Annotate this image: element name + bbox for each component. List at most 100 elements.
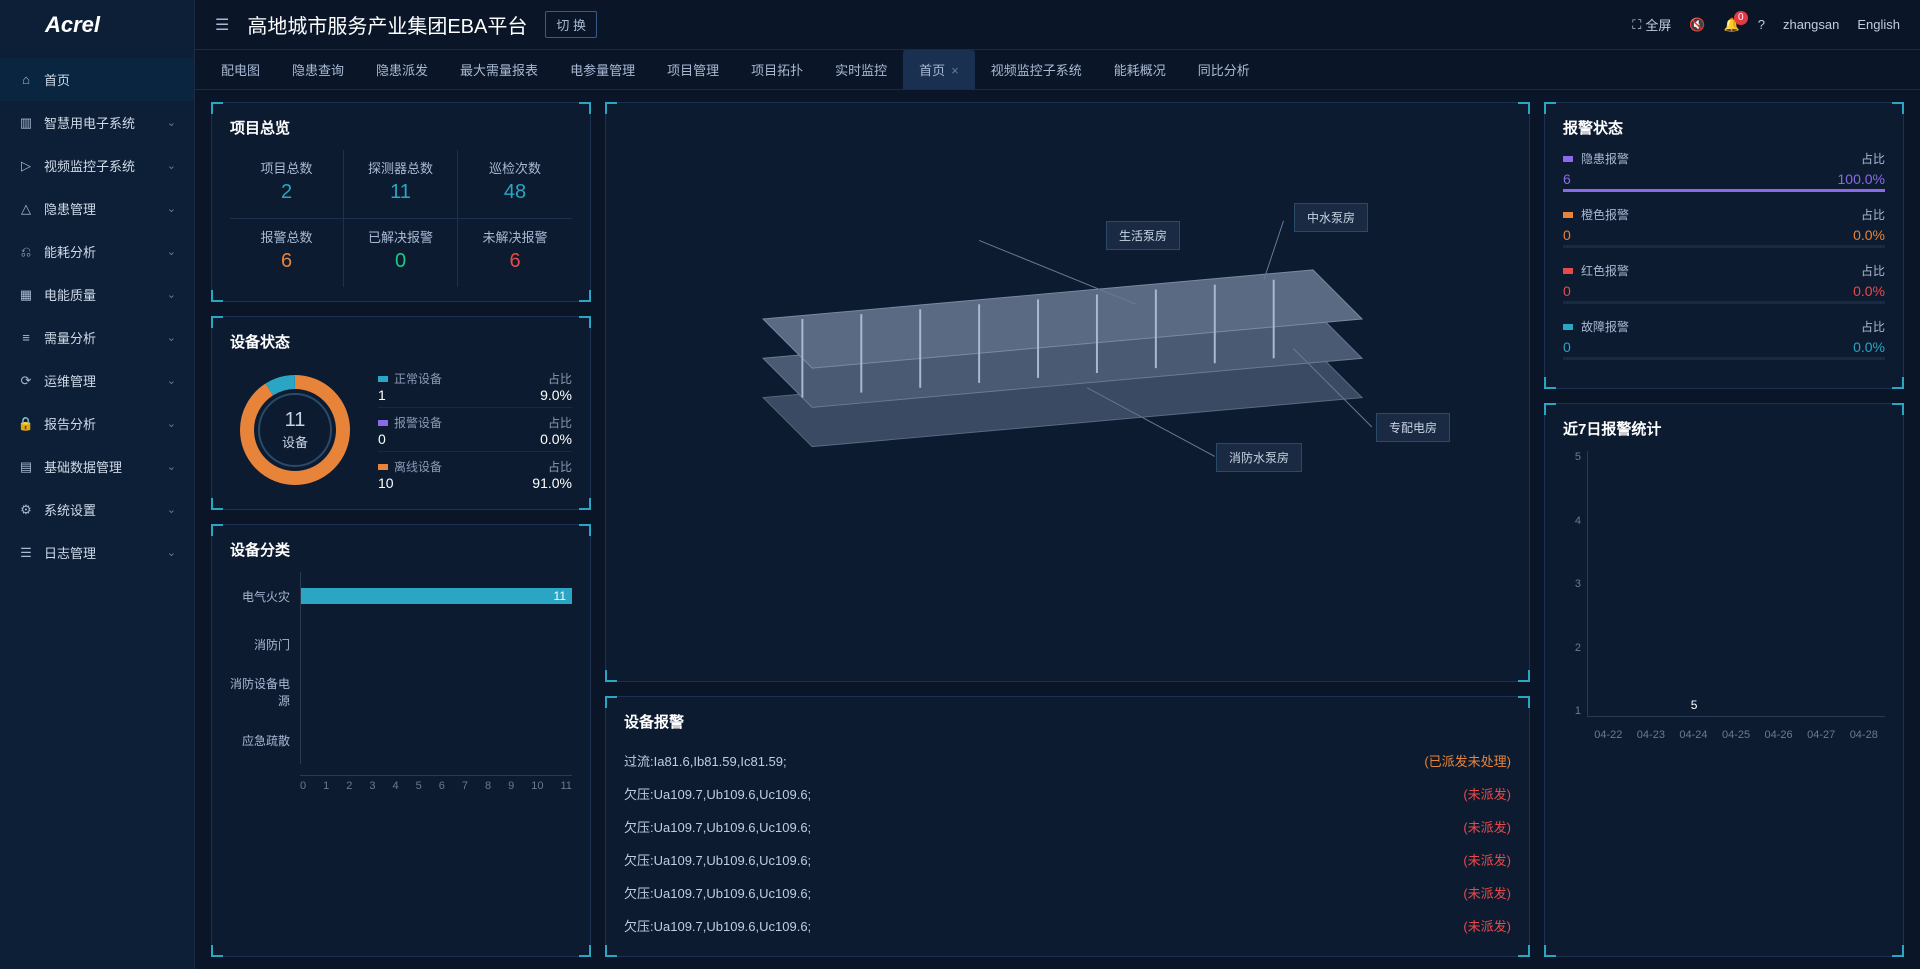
building-label-0[interactable]: 生活泵房 (1106, 221, 1180, 250)
overview-cell-5: 未解决报警 6 (458, 219, 572, 287)
alarm-text: 欠压:Ua109.7,Ub109.6,Uc109.6; (624, 784, 1463, 803)
sidebar-item-11[interactable]: ☰ 日志管理 ⌄ (0, 531, 194, 574)
tab-label: 能耗概况 (1114, 63, 1166, 78)
alarm-row-2[interactable]: 欠压:Ua109.7,Ub109.6,Uc109.6; (未派发) (624, 810, 1511, 843)
volume-icon[interactable]: 🔇 (1689, 17, 1705, 33)
category-bar-chart: 电气火灾 11 消防门 消防设备电源 应急疏散 01234567891011 (230, 572, 572, 792)
building-label-3[interactable]: 专配电房 (1376, 413, 1450, 442)
overview-value: 6 (230, 250, 343, 273)
switch-button[interactable]: 切 换 (545, 11, 597, 38)
chevron-down-icon: ⌄ (167, 116, 176, 129)
fullscreen-button[interactable]: ⛶ 全屏 (1632, 15, 1671, 34)
tab-label: 首页 (919, 63, 945, 78)
menu-toggle-icon[interactable]: ☰ (215, 15, 229, 35)
sidebar-item-label: 基础数据管理 (44, 457, 167, 476)
chevron-down-icon: ⌄ (167, 503, 176, 516)
tab-5[interactable]: 项目管理 (651, 50, 735, 89)
panel-device-status: 设备状态 11 (211, 316, 591, 510)
overview-cell-3: 报警总数 6 (230, 219, 344, 287)
notification-bell[interactable]: 🔔 0 (1724, 17, 1740, 33)
alarm-row-1[interactable]: 欠压:Ua109.7,Ub109.6,Uc109.6; (未派发) (624, 777, 1511, 810)
tab-label: 同比分析 (1198, 63, 1250, 78)
chevron-down-icon: ⌄ (167, 374, 176, 387)
tab-1[interactable]: 隐患查询 (276, 50, 360, 89)
sidebar-item-8[interactable]: 🔒 报告分析 ⌄ (0, 402, 194, 445)
tab-3[interactable]: 最大需量报表 (444, 50, 554, 89)
sidebar: Acrel ⌂ 首页 ▥ 智慧用电子系统 ⌄▷ 视频监控子系统 ⌄△ 隐患管理 … (0, 0, 195, 969)
help-icon[interactable]: ? (1758, 17, 1765, 32)
sidebar-item-label: 系统设置 (44, 500, 167, 519)
tab-label: 项目管理 (667, 63, 719, 78)
brand-logo: Acrel (0, 0, 194, 50)
category-label: 消防门 (230, 636, 290, 653)
overview-cell-4: 已解决报警 0 (344, 219, 458, 287)
sidebar-item-3[interactable]: △ 隐患管理 ⌄ (0, 187, 194, 230)
sidebar-item-6[interactable]: ≡ 需量分析 ⌄ (0, 316, 194, 359)
tab-label: 视频监控子系统 (991, 63, 1082, 78)
alarm-row-4[interactable]: 欠压:Ua109.7,Ub109.6,Uc109.6; (未派发) (624, 876, 1511, 909)
tab-4[interactable]: 电参量管理 (554, 50, 651, 89)
sidebar-item-0[interactable]: ⌂ 首页 (0, 58, 194, 101)
overview-value: 2 (230, 181, 343, 204)
overview-label: 巡检次数 (458, 158, 572, 177)
alarm-text: 欠压:Ua109.7,Ub109.6,Uc109.6; (624, 850, 1463, 869)
panel-overview: 项目总览 项目总数 2探测器总数 11巡检次数 48报警总数 6已解决报警 0未… (211, 102, 591, 302)
weekly-bars: 5 (1587, 451, 1885, 717)
weekly-bar-chart: 54321504-2204-2304-2404-2504-2604-2704-2… (1563, 451, 1885, 741)
alarm-row-5[interactable]: 欠压:Ua109.7,Ub109.6,Uc109.6; (未派发) (624, 909, 1511, 942)
status-row-2: 离线设备占比 1091.0% (378, 452, 572, 495)
tab-label: 电参量管理 (570, 63, 635, 78)
category-label: 消防设备电源 (230, 675, 290, 709)
sidebar-item-10[interactable]: ⚙ 系统设置 ⌄ (0, 488, 194, 531)
donut-label: 设备 (282, 432, 308, 451)
alarm-text: 欠压:Ua109.7,Ub109.6,Uc109.6; (624, 817, 1463, 836)
status-row-0: 正常设备占比 19.0% (378, 364, 572, 408)
device-status-title: 设备状态 (230, 331, 572, 352)
username[interactable]: zhangsan (1783, 17, 1839, 32)
alert-status-row-3: 故障报警占比 00.0% (1563, 318, 1885, 360)
sidebar-item-1[interactable]: ▥ 智慧用电子系统 ⌄ (0, 101, 194, 144)
sidebar-item-label: 日志管理 (44, 543, 167, 562)
sidebar-item-label: 隐患管理 (44, 199, 167, 218)
building-label-2[interactable]: 消防水泵房 (1216, 443, 1302, 472)
alarm-row-0[interactable]: 过流:Ia81.6,Ib81.59,Ic81.59; (已派发未处理) (624, 744, 1511, 777)
overview-label: 已解决报警 (344, 227, 457, 246)
ops-icon: ⟳ (18, 373, 34, 389)
sidebar-item-5[interactable]: ▦ 电能质量 ⌄ (0, 273, 194, 316)
page-title: 高地城市服务产业集团EBA平台 (247, 10, 527, 39)
overview-label: 未解决报警 (458, 227, 572, 246)
alarm-row-3[interactable]: 欠压:Ua109.7,Ub109.6,Uc109.6; (未派发) (624, 843, 1511, 876)
alert-status-row-2: 红色报警占比 00.0% (1563, 262, 1885, 304)
close-icon[interactable]: × (951, 63, 959, 78)
log-icon: ☰ (18, 545, 34, 561)
sidebar-item-4[interactable]: ⎌ 能耗分析 ⌄ (0, 230, 194, 273)
language-switch[interactable]: English (1857, 17, 1900, 32)
overview-label: 探测器总数 (344, 158, 457, 177)
building-label-1[interactable]: 中水泵房 (1294, 203, 1368, 232)
alarm-status: (已派发未处理) (1424, 751, 1511, 770)
chevron-down-icon: ⌄ (167, 202, 176, 215)
sidebar-item-label: 首页 (44, 70, 176, 89)
tab-2[interactable]: 隐患派发 (360, 50, 444, 89)
building-3d-view[interactable]: 生活泵房 中水泵房消防水泵房 专配电房 (605, 102, 1530, 682)
status-row-1: 报警设备占比 00.0% (378, 408, 572, 452)
alarm-text: 欠压:Ua109.7,Ub109.6,Uc109.6; (624, 916, 1463, 935)
overview-value: 48 (458, 181, 572, 204)
tab-9[interactable]: 视频监控子系统 (975, 50, 1098, 89)
tab-10[interactable]: 能耗概况 (1098, 50, 1182, 89)
sidebar-item-9[interactable]: ▤ 基础数据管理 ⌄ (0, 445, 194, 488)
sidebar-item-label: 能耗分析 (44, 242, 167, 261)
data-icon: ▤ (18, 459, 34, 475)
tab-7[interactable]: 实时监控 (819, 50, 903, 89)
weekly-y-axis: 54321 (1563, 451, 1581, 717)
tab-0[interactable]: 配电图 (205, 50, 276, 89)
demand-icon: ≡ (18, 330, 34, 346)
sidebar-item-7[interactable]: ⟳ 运维管理 ⌄ (0, 359, 194, 402)
panel-alert-status: 报警状态 隐患报警占比 6100.0% 橙色报警占比 00.0% 红色报警占比 … (1544, 102, 1904, 389)
tab-6[interactable]: 项目拓扑 (735, 50, 819, 89)
header: ☰ 高地城市服务产业集团EBA平台 切 换 ⛶ 全屏 🔇 🔔 0 ? zhang… (195, 0, 1920, 50)
tab-11[interactable]: 同比分析 (1182, 50, 1266, 89)
sidebar-item-label: 报告分析 (44, 414, 167, 433)
tab-8[interactable]: 首页 × (903, 50, 975, 89)
sidebar-item-2[interactable]: ▷ 视频监控子系统 ⌄ (0, 144, 194, 187)
